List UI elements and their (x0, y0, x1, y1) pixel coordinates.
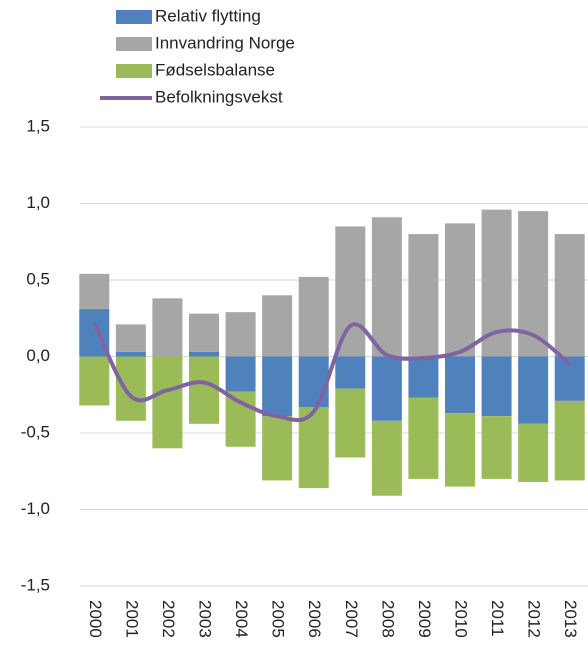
x-tick-label: 2005 (269, 600, 288, 638)
bar (115, 324, 146, 352)
bar (79, 356, 110, 406)
bar (189, 351, 219, 357)
bar (518, 423, 549, 482)
bar (554, 234, 585, 357)
bar (152, 298, 183, 357)
x-tick-label: 2012 (525, 600, 544, 638)
y-tick-label: -0,5 (21, 422, 50, 441)
x-tick-label: 2008 (378, 600, 397, 638)
bar (335, 388, 366, 458)
x-tick-label: 2000 (86, 600, 105, 638)
bar (262, 416, 293, 481)
x-tick-label: 2001 (122, 600, 141, 638)
legend-label: Innvandring Norge (155, 33, 295, 52)
legend-label: Relativ flytting (155, 6, 261, 25)
bar (518, 356, 549, 424)
bar (115, 351, 146, 357)
bar (371, 217, 402, 357)
bar (298, 356, 329, 407)
bar (262, 295, 293, 357)
bar (225, 356, 256, 392)
bar (445, 356, 475, 414)
bar (225, 391, 256, 447)
bar (115, 356, 146, 421)
x-tick-label: 2011 (488, 600, 507, 637)
bar (225, 312, 256, 357)
legend-label: Fødselsbalanse (155, 60, 275, 79)
bar (262, 356, 293, 417)
bar (335, 226, 366, 357)
bar (152, 356, 183, 449)
x-tick-label: 2013 (561, 600, 580, 638)
bar (445, 223, 475, 357)
legend-label: Befolkningsvekst (155, 87, 283, 106)
y-tick-label: -1,0 (21, 499, 50, 518)
bar (445, 413, 475, 487)
bar (189, 313, 219, 352)
bar (298, 276, 329, 357)
bar (481, 416, 512, 479)
legend-swatch (116, 10, 152, 24)
x-tick-label: 2010 (452, 600, 471, 638)
bar (408, 234, 439, 357)
y-tick-label: -1,5 (21, 575, 50, 594)
x-tick-label: 2007 (342, 600, 361, 638)
x-tick-label: 2002 (159, 600, 178, 638)
bar (189, 356, 219, 424)
bar (408, 397, 439, 479)
x-tick-label: 2009 (415, 600, 434, 638)
y-tick-label: 0,5 (26, 269, 50, 288)
legend-swatch (116, 64, 152, 78)
legend-swatch (116, 37, 152, 51)
bar (481, 356, 512, 417)
bar (371, 356, 402, 421)
y-tick-label: 0,0 (26, 346, 50, 365)
y-tick-label: 1,0 (26, 193, 50, 212)
bar (554, 400, 585, 481)
bar (371, 420, 402, 496)
bar (79, 273, 110, 310)
line (92, 321, 571, 423)
bar (408, 356, 439, 398)
y-tick-label: 1,5 (26, 116, 50, 135)
bar (335, 356, 366, 389)
x-tick-label: 2004 (232, 600, 251, 638)
x-tick-label: 2003 (196, 600, 215, 638)
x-tick-label: 2006 (305, 600, 324, 638)
